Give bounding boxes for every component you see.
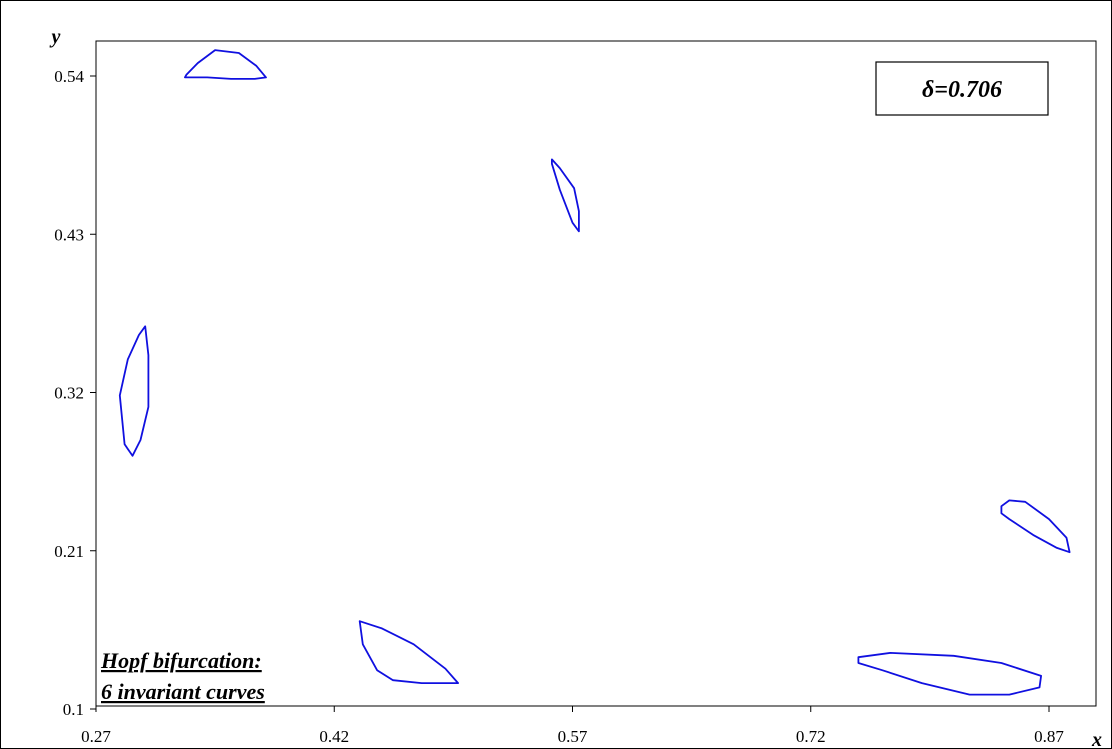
x-tick-label: 0.57 bbox=[558, 727, 588, 746]
x-axis-label: x bbox=[1091, 729, 1102, 749]
y-tick-label: 0.54 bbox=[54, 67, 84, 86]
y-tick-label: 0.21 bbox=[54, 542, 84, 561]
x-tick-label: 0.72 bbox=[796, 727, 826, 746]
bifurcation-note: Hopf bifurcation: 6 invariant curves bbox=[100, 648, 265, 704]
delta-annotation-box bbox=[875, 61, 1049, 116]
y-tick-label: 0.1 bbox=[63, 700, 84, 719]
invariant-curve-6 bbox=[857, 652, 1042, 696]
invariant-curve-2 bbox=[551, 158, 580, 233]
invariant-curve-5 bbox=[358, 620, 459, 684]
axis-ticks: 0.27 0.42 0.57 0.72 0.87 0.54 0.43 0.32 0.21 0.1 bbox=[54, 67, 1064, 746]
delta-annotation-text: δ=0.706 bbox=[922, 77, 1002, 103]
invariant-curve-4 bbox=[1000, 499, 1071, 554]
note-line-1: Hopf bifurcation: bbox=[100, 648, 262, 673]
x-tick-label: 0.87 bbox=[1034, 727, 1064, 746]
invariant-curve-1 bbox=[184, 49, 267, 80]
plot-area bbox=[95, 40, 1097, 707]
series-group bbox=[118, 49, 1071, 696]
invariant-curve-3 bbox=[118, 325, 150, 457]
x-tick-label: 0.42 bbox=[319, 727, 349, 746]
note-line-2: 6 invariant curves bbox=[101, 679, 265, 704]
y-tick-label: 0.32 bbox=[54, 384, 84, 403]
delta-annotation: δ=0.706 bbox=[875, 61, 1049, 116]
y-tick-label: 0.43 bbox=[54, 225, 84, 244]
x-tick-label: 0.27 bbox=[81, 727, 111, 746]
y-axis-label: y bbox=[50, 26, 61, 48]
